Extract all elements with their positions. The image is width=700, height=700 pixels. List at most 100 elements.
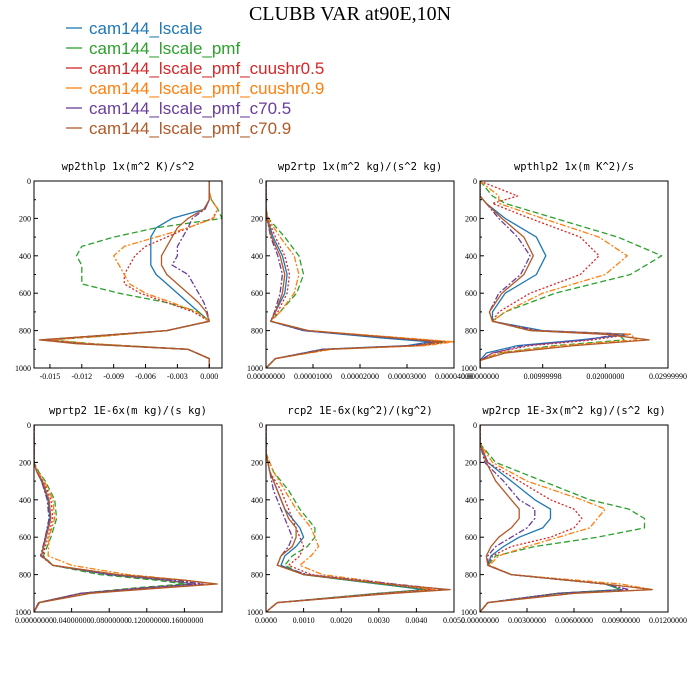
y-tick-label: 400 bbox=[465, 496, 477, 505]
legend-item: cam144_lscale_pmf bbox=[66, 39, 240, 58]
x-tick-label: -0.009 bbox=[103, 372, 124, 381]
x-tick-label: 0.04000000 bbox=[53, 616, 91, 625]
y-tick-label: 200 bbox=[251, 458, 263, 467]
panel-title: wp2thlp 1x(m^2 K)/s^2 bbox=[62, 161, 195, 173]
y-tick-label: 0 bbox=[27, 421, 31, 430]
x-tick-label: 0.00000000 bbox=[15, 616, 53, 625]
y-tick-label: 600 bbox=[251, 289, 263, 298]
series-line-cam144_lscale_pmf_cuushr0.5 bbox=[480, 425, 630, 612]
legend-item: cam144_lscale_pmf_c70.5 bbox=[66, 99, 291, 118]
x-tick-label: 0.00900000 bbox=[602, 616, 640, 625]
x-tick-label: 0.00600000 bbox=[555, 616, 593, 625]
y-tick-label: 600 bbox=[19, 533, 31, 542]
x-tick-label: -0.012 bbox=[71, 372, 92, 381]
legend: cam144_lscalecam144_lscale_pmfcam144_lsc… bbox=[66, 19, 324, 138]
series-line-cam144_lscale_pmf_cuushr0.9 bbox=[34, 425, 214, 612]
x-tick-label: -0.003 bbox=[167, 372, 188, 381]
series-line-cam144_lscale_pmf_c70.9 bbox=[480, 425, 653, 612]
y-tick-label: 0 bbox=[473, 177, 477, 186]
y-tick-label: 0 bbox=[259, 421, 263, 430]
series-line-cam144_lscale_pmf_cuushr0.9 bbox=[480, 181, 638, 368]
y-tick-label: 800 bbox=[19, 327, 31, 336]
y-tick-label: 1000 bbox=[247, 364, 263, 373]
series-line-cam144_lscale bbox=[480, 181, 632, 368]
y-tick-label: 400 bbox=[19, 496, 31, 505]
series-line-cam144_lscale_pmf_c70.5 bbox=[480, 425, 630, 612]
series-group bbox=[266, 425, 451, 612]
legend-label: cam144_lscale_pmf bbox=[89, 39, 240, 58]
series-line-cam144_lscale bbox=[266, 425, 425, 612]
y-tick-label: 400 bbox=[251, 496, 263, 505]
series-line-cam144_lscale bbox=[34, 425, 195, 612]
y-tick-label: 400 bbox=[19, 252, 31, 261]
panel-title: wprtp2 1E-6x(m kg)/(s kg) bbox=[49, 405, 207, 417]
series-group bbox=[480, 425, 653, 612]
y-tick-label: 200 bbox=[465, 214, 477, 223]
x-tick-label: 0.00001000 bbox=[294, 372, 332, 381]
x-tick-label: 0.02999990 bbox=[649, 372, 687, 381]
series-line-cam144_lscale_pmf bbox=[266, 181, 446, 368]
x-tick-label: 0.00004000 bbox=[435, 372, 473, 381]
panel-4: wprtp2 1E-6x(m kg)/(s kg) 0 200 400 600 800 10… bbox=[15, 405, 223, 625]
series-line-cam144_lscale_pmf_cuushr0.9 bbox=[266, 425, 436, 612]
y-tick-label: 800 bbox=[19, 571, 31, 580]
panel-5: rcp2 1E-6x(kg^2)/(kg^2) 0 200 400 600 800 1000… bbox=[247, 405, 465, 625]
series-line-cam144_lscale_pmf_c70.9 bbox=[266, 181, 441, 368]
y-tick-label: 800 bbox=[251, 571, 263, 580]
y-tick-label: 0 bbox=[473, 421, 477, 430]
legend-label: cam144_lscale bbox=[89, 19, 202, 38]
series-line-cam144_lscale_pmf_c70.9 bbox=[38, 181, 210, 368]
series-line-cam144_lscale_pmf bbox=[266, 425, 429, 612]
legend-item: cam144_lscale_pmf_c70.9 bbox=[66, 119, 291, 138]
y-tick-label: 200 bbox=[251, 214, 263, 223]
y-tick-label: 600 bbox=[465, 533, 477, 542]
x-tick-label: 0.12000000 bbox=[128, 616, 166, 625]
series-line-cam144_lscale_pmf_cuushr0.5 bbox=[34, 425, 200, 612]
x-tick-label: 0.0030 bbox=[368, 616, 390, 625]
x-tick-label: 0.00002000 bbox=[341, 372, 379, 381]
figure-title: CLUBB VAR at90E,10N bbox=[249, 3, 451, 25]
series-line-cam144_lscale_pmf_c70.5 bbox=[266, 181, 436, 368]
legend-label: cam144_lscale_pmf_c70.9 bbox=[89, 119, 291, 138]
series-line-cam144_lscale bbox=[266, 181, 432, 368]
series-group bbox=[266, 181, 454, 368]
plot-frame bbox=[33, 180, 223, 369]
x-tick-label: 0.02000000 bbox=[586, 372, 624, 381]
panel-title: wp2rtp 1x(m^2 kg)/(s^2 kg) bbox=[278, 161, 442, 173]
series-group bbox=[34, 425, 218, 612]
panel-6: wp2rcp 1E-3x(m^2 kg)/(s^2 kg) 0 200 400 600 8… bbox=[461, 405, 687, 625]
y-tick-label: 600 bbox=[19, 289, 31, 298]
series-line-cam144_lscale_pmf_cuushr0.9 bbox=[480, 425, 653, 612]
series-line-cam144_lscale_pmf bbox=[480, 181, 663, 368]
y-tick-label: 800 bbox=[251, 327, 263, 336]
legend-label: cam144_lscale_pmf_cuushr0.5 bbox=[89, 59, 324, 78]
panel-3: wpthlp2 1x(m K^2)/s020040060080010000.00… bbox=[461, 161, 687, 381]
series-group bbox=[38, 181, 222, 368]
x-tick-label: 0.00300000 bbox=[508, 616, 546, 625]
panel-title: wp2rcp 1E-3x(m^2 kg)/(s^2 kg) bbox=[482, 405, 665, 417]
x-tick-label: 0.0020 bbox=[330, 616, 352, 625]
x-tick-label: -0.015 bbox=[40, 372, 61, 381]
x-tick-label: 0.0050 bbox=[443, 616, 465, 625]
series-line-cam144_lscale_pmf_cuushr0.5 bbox=[266, 425, 433, 612]
x-tick-label: 0.00003000 bbox=[388, 372, 426, 381]
series-line-cam144_lscale_pmf_c70.9 bbox=[266, 425, 451, 612]
x-tick-label: 0.00000000 bbox=[461, 372, 499, 381]
x-tick-label: 0.000 bbox=[200, 372, 218, 381]
x-tick-label: 0.01200000 bbox=[649, 616, 687, 625]
y-tick-label: 1000 bbox=[461, 364, 477, 373]
y-tick-label: 400 bbox=[251, 252, 263, 261]
y-tick-label: 600 bbox=[251, 533, 263, 542]
panels: wp2thlp 1x(m^2 K)/s^2 0 200 400 600 800 1000 -0… bbox=[15, 161, 687, 625]
legend-label: cam144_lscale_pmf_cuushr0.9 bbox=[89, 79, 324, 98]
panel-title: wpthlp2 1x(m K^2)/s bbox=[514, 161, 634, 173]
y-tick-label: 1000 bbox=[15, 608, 31, 617]
y-tick-label: 0 bbox=[259, 177, 263, 186]
legend-item: cam144_lscale bbox=[66, 19, 202, 38]
legend-item: cam144_lscale_pmf_cuushr0.9 bbox=[66, 79, 324, 98]
y-tick-label: 1000 bbox=[461, 608, 477, 617]
series-line-cam144_lscale_pmf_cuushr0.9 bbox=[266, 181, 454, 368]
panel-2: wp2rtp 1x(m^2 kg)/(s^2 kg) 0 200 400 600 800 1… bbox=[247, 161, 473, 381]
y-tick-label: 1000 bbox=[247, 608, 263, 617]
y-tick-label: 200 bbox=[19, 458, 31, 467]
